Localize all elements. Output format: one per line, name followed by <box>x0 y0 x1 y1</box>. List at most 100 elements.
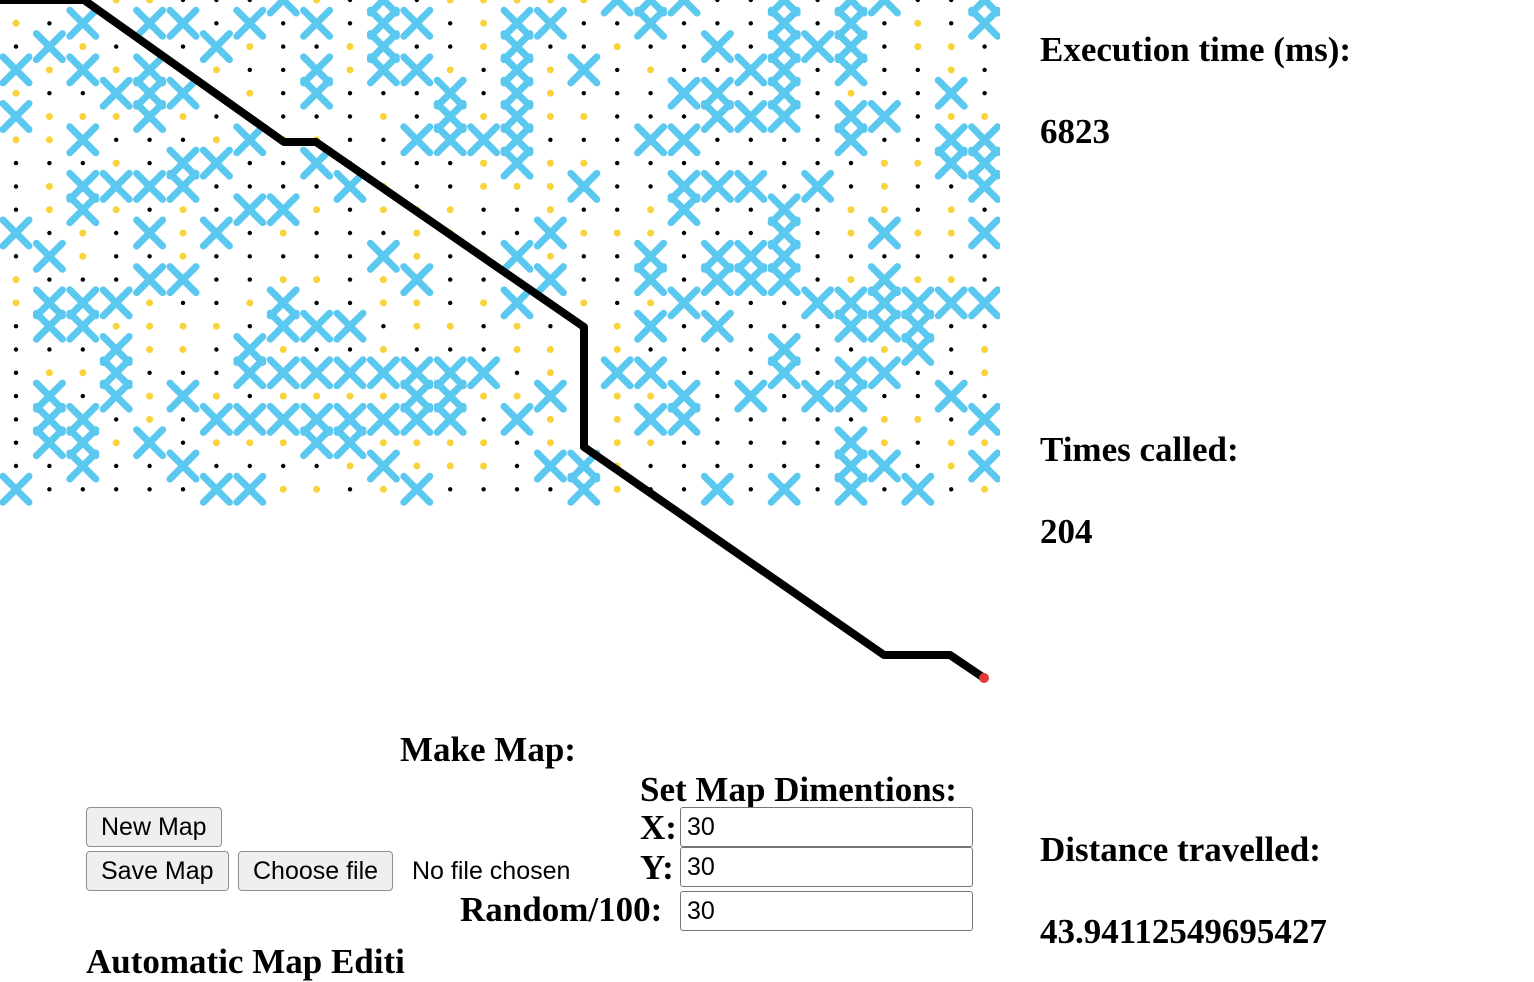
empty-cell[interactable] <box>347 0 353 3</box>
wall-cell[interactable] <box>199 216 233 250</box>
wall-cell[interactable] <box>333 402 367 436</box>
wall-cell[interactable] <box>66 123 100 157</box>
empty-cell[interactable] <box>548 137 553 142</box>
wall-cell[interactable] <box>333 356 367 390</box>
explored-cell[interactable] <box>179 346 187 353</box>
map-grid[interactable] <box>0 0 1000 690</box>
wall-cell[interactable] <box>767 216 801 250</box>
empty-cell[interactable] <box>581 91 586 96</box>
wall-cell[interactable] <box>533 263 567 297</box>
wall-cell[interactable] <box>600 0 634 17</box>
empty-cell[interactable] <box>448 347 453 352</box>
empty-cell[interactable] <box>681 160 687 166</box>
explored-cell[interactable] <box>947 66 955 74</box>
empty-cell[interactable] <box>681 44 687 49</box>
wall-cell[interactable] <box>66 309 100 343</box>
wall-cell[interactable] <box>734 379 768 413</box>
empty-cell[interactable] <box>548 487 553 492</box>
empty-cell[interactable] <box>648 160 653 166</box>
explored-cell[interactable] <box>379 276 387 284</box>
empty-cell[interactable] <box>982 44 987 49</box>
empty-cell[interactable] <box>347 230 353 236</box>
wall-cell[interactable] <box>500 239 534 273</box>
empty-cell[interactable] <box>47 230 52 236</box>
wall-cell[interactable] <box>266 0 300 17</box>
y-input[interactable] <box>680 847 973 887</box>
explored-cell[interactable] <box>580 113 588 120</box>
wall-cell[interactable] <box>66 426 100 460</box>
empty-cell[interactable] <box>748 370 753 375</box>
empty-cell[interactable] <box>748 324 753 329</box>
wall-cell[interactable] <box>99 286 133 320</box>
explored-cell[interactable] <box>613 392 621 400</box>
empty-cell[interactable] <box>514 370 520 375</box>
wall-cell[interactable] <box>700 30 734 64</box>
explored-cell[interactable] <box>647 229 655 237</box>
wall-cell[interactable] <box>901 309 935 343</box>
explored-cell[interactable] <box>613 439 621 447</box>
empty-cell[interactable] <box>80 393 86 399</box>
wall-cell[interactable] <box>533 216 567 250</box>
empty-cell[interactable] <box>949 347 954 352</box>
explored-cell[interactable] <box>112 206 120 214</box>
explored-cell[interactable] <box>446 66 454 74</box>
empty-cell[interactable] <box>748 21 753 26</box>
empty-cell[interactable] <box>581 21 586 26</box>
empty-cell[interactable] <box>681 440 687 445</box>
explored-cell[interactable] <box>947 206 955 214</box>
explored-cell[interactable] <box>346 43 354 51</box>
explored-cell[interactable] <box>112 66 120 74</box>
empty-cell[interactable] <box>681 21 687 26</box>
empty-cell[interactable] <box>381 324 386 329</box>
wall-cell[interactable] <box>66 169 100 203</box>
wall-cell[interactable] <box>834 309 868 343</box>
wall-cell[interactable] <box>433 100 467 133</box>
wall-cell[interactable] <box>667 123 701 157</box>
empty-cell[interactable] <box>448 21 453 26</box>
explored-cell[interactable] <box>12 136 20 144</box>
empty-cell[interactable] <box>147 254 152 259</box>
empty-cell[interactable] <box>347 114 353 119</box>
empty-cell[interactable] <box>748 230 753 236</box>
empty-cell[interactable] <box>915 463 920 469</box>
empty-cell[interactable] <box>347 487 353 492</box>
explored-cell[interactable] <box>212 66 220 74</box>
wall-cell[interactable] <box>400 472 434 506</box>
empty-cell[interactable] <box>114 230 119 236</box>
wall-cell[interactable] <box>934 286 968 320</box>
wall-cell[interactable] <box>233 472 267 506</box>
empty-cell[interactable] <box>915 137 920 142</box>
wall-cell[interactable] <box>133 216 167 250</box>
empty-cell[interactable] <box>13 254 19 259</box>
wall-cell[interactable] <box>734 169 768 203</box>
wall-cell[interactable] <box>366 449 400 483</box>
empty-cell[interactable] <box>13 440 19 445</box>
explored-cell[interactable] <box>413 299 421 307</box>
empty-cell[interactable] <box>281 463 286 469</box>
wall-cell[interactable] <box>867 263 901 297</box>
explored-cell[interactable] <box>613 485 621 493</box>
empty-cell[interactable] <box>782 324 787 329</box>
wall-cell[interactable] <box>567 169 601 203</box>
empty-cell[interactable] <box>949 184 954 189</box>
empty-cell[interactable] <box>214 463 219 469</box>
empty-cell[interactable] <box>915 440 920 445</box>
explored-cell[interactable] <box>45 136 53 144</box>
wall-cell[interactable] <box>66 193 100 227</box>
new-map-button[interactable]: New Map <box>86 807 222 847</box>
empty-cell[interactable] <box>481 277 486 282</box>
wall-cell[interactable] <box>901 286 935 320</box>
wall-cell[interactable] <box>700 76 734 110</box>
empty-cell[interactable] <box>615 67 620 73</box>
empty-cell[interactable] <box>748 463 753 469</box>
empty-cell[interactable] <box>882 393 887 399</box>
wall-cell[interactable] <box>166 146 200 180</box>
wall-cell[interactable] <box>734 100 768 133</box>
wall-cell[interactable] <box>467 123 501 157</box>
empty-cell[interactable] <box>815 324 820 329</box>
empty-cell[interactable] <box>715 137 720 142</box>
empty-cell[interactable] <box>915 114 920 119</box>
empty-cell[interactable] <box>147 207 152 212</box>
empty-cell[interactable] <box>414 91 419 96</box>
explored-cell[interactable] <box>212 392 220 400</box>
